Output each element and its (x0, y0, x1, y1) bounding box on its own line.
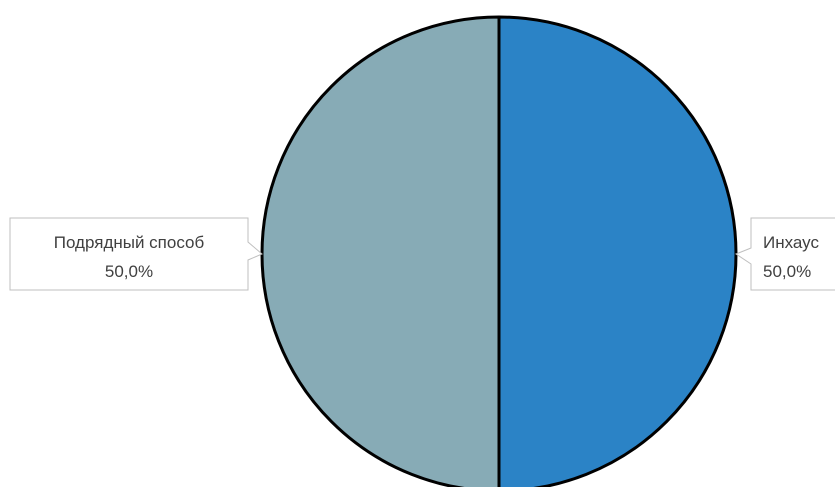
callout-inhaus-box (734, 217, 835, 291)
callout-podryadny-label: Подрядный способ (54, 233, 205, 252)
callout-podryadny-value: 50,0% (105, 262, 153, 281)
callout-inhaus: Инхаус 50,0% (734, 217, 835, 291)
pie-slice-podryadny (260, 15, 501, 487)
callout-inhaus-label: Инхаус (763, 233, 819, 252)
pie-slices (260, 15, 738, 487)
pie-slice-inhaus (497, 15, 738, 487)
callout-podryadny: Подрядный способ 50,0% (9, 217, 263, 291)
callout-podryadny-box (9, 217, 263, 291)
callout-inhaus-value: 50,0% (763, 262, 811, 281)
